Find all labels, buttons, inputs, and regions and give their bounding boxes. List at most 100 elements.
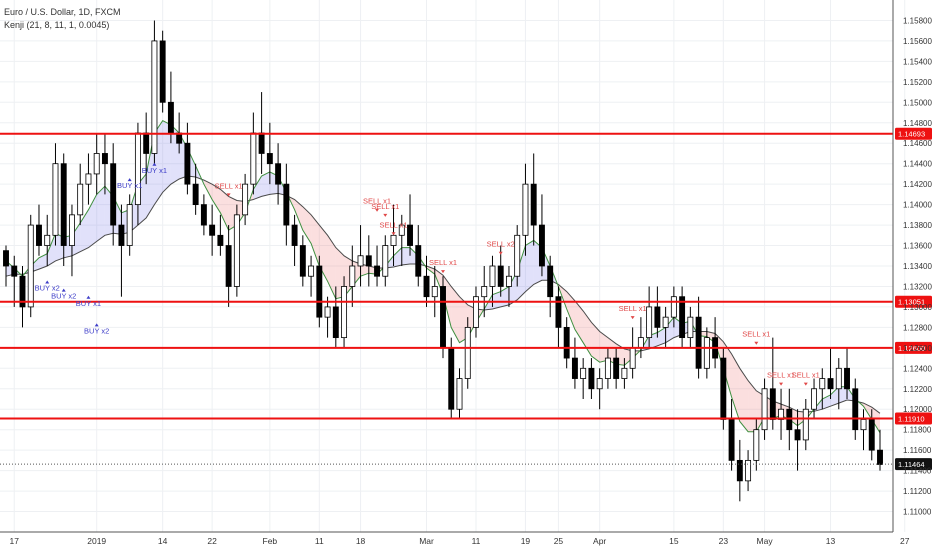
candle-body — [431, 286, 438, 298]
symbol-line[interactable]: Euro / U.S. Dollar, 1D, FXCM — [4, 7, 121, 17]
grid-lines — [0, 0, 906, 532]
cloud-segment — [739, 368, 749, 432]
candle-body — [720, 357, 727, 420]
candle-body — [481, 286, 488, 298]
cloud-segment — [360, 263, 369, 277]
sell-arrow-icon — [630, 316, 635, 320]
sell-arrow-icon — [498, 251, 503, 255]
sell-signal-label: SELL x1 — [379, 220, 407, 229]
candle-body — [580, 367, 587, 379]
candle-body — [530, 183, 537, 226]
candle-body — [36, 224, 42, 246]
sell-arrow-icon — [441, 270, 445, 274]
candle-body — [745, 459, 752, 482]
cloud-segment — [203, 180, 213, 200]
candle-body — [753, 429, 760, 461]
candle-body — [654, 306, 661, 328]
candle-body — [374, 265, 380, 277]
cloud-segment — [607, 337, 617, 365]
candle-body — [514, 234, 521, 277]
cloud-segment — [731, 353, 740, 422]
level-badge — [895, 295, 932, 308]
candle-body — [761, 388, 768, 431]
y-tick-label: 1.13000 — [903, 303, 932, 312]
x-tick-label: 22 — [207, 536, 217, 546]
candle-body — [159, 40, 166, 103]
sell-arrow-icon — [779, 382, 784, 386]
candle-body — [852, 388, 859, 431]
cloud-segment — [871, 407, 880, 433]
candle-body — [811, 388, 817, 410]
cloud-segment — [162, 120, 171, 193]
candle-body — [794, 429, 801, 441]
sell-arrow-icon — [383, 213, 388, 217]
sell-signal-label: SELL x1 — [619, 304, 647, 313]
cloud-segment — [261, 171, 270, 197]
candle-body — [679, 296, 686, 339]
candle-body — [687, 316, 694, 339]
candle-body — [69, 214, 75, 246]
candles — [3, 20, 883, 502]
candle-body — [382, 245, 389, 277]
candle-body — [769, 388, 776, 420]
sell-arrow-icon — [226, 193, 231, 197]
candle-body — [357, 255, 364, 267]
cloud-segment — [253, 175, 262, 200]
cloud-segment — [88, 194, 97, 248]
candle-body — [250, 132, 257, 185]
buy-signal-label: BUY x1 — [76, 299, 101, 308]
candle-body — [604, 357, 611, 379]
x-tick-label: 13 — [826, 536, 836, 546]
y-tick-label: 1.11200 — [903, 487, 932, 496]
candle-body — [670, 296, 677, 318]
x-tick-label: 11 — [315, 536, 324, 546]
candle-body — [819, 378, 826, 390]
y-tick-label: 1.12400 — [903, 364, 932, 373]
candle-body — [44, 234, 51, 246]
y-tick-label: 1.12200 — [903, 385, 932, 394]
y-tick-label: 1.11600 — [903, 446, 932, 455]
x-tick-label: 23 — [719, 536, 729, 546]
candle-body — [341, 286, 348, 339]
candle-body — [258, 132, 265, 154]
y-tick-label: 1.15200 — [903, 78, 932, 87]
y-tick-label: 1.15000 — [903, 98, 932, 107]
candle-body — [646, 306, 653, 339]
last-price-badge — [895, 458, 932, 471]
sell-signal-label: SELL x1 — [215, 181, 243, 190]
indicator-line[interactable]: Kenji (21, 8, 11, 1, 0.0045) — [4, 20, 110, 30]
candle-body — [349, 265, 356, 287]
buy-arrow-icon — [152, 162, 157, 166]
candle-body — [835, 367, 842, 390]
candle-body — [266, 153, 273, 165]
candle-body — [629, 347, 636, 369]
candle-body — [332, 306, 339, 339]
cloud-segment — [71, 223, 81, 256]
buy-signal-label: BUY x1 — [142, 166, 167, 175]
candle-body — [27, 224, 34, 308]
level-label: 1.13051 — [898, 298, 925, 307]
y-tick-label: 1.13800 — [903, 221, 932, 230]
candle-body — [225, 245, 232, 287]
candle-body — [101, 153, 108, 165]
sell-signal-label: SELL x1 — [767, 371, 795, 380]
candle-body — [209, 224, 216, 236]
y-tick-label: 1.12600 — [903, 344, 932, 353]
level-label: 1.12600 — [898, 344, 925, 353]
cloud-segment — [393, 247, 402, 268]
y-tick-label: 1.12000 — [903, 405, 932, 414]
candle-body — [118, 224, 125, 246]
cloud-segment — [723, 341, 732, 397]
candle-body — [802, 408, 809, 441]
cloud-segment — [212, 184, 221, 213]
last-price-label: 1.11464 — [898, 460, 925, 469]
candle-body — [613, 357, 620, 379]
cloud-segment — [302, 206, 312, 244]
candle-body — [786, 408, 793, 431]
sell-arrow-icon — [375, 208, 380, 212]
y-tick-label: 1.13600 — [903, 242, 932, 251]
candle-body — [275, 163, 282, 185]
y-tick-label: 1.11400 — [903, 467, 932, 476]
candle-body — [448, 347, 455, 410]
